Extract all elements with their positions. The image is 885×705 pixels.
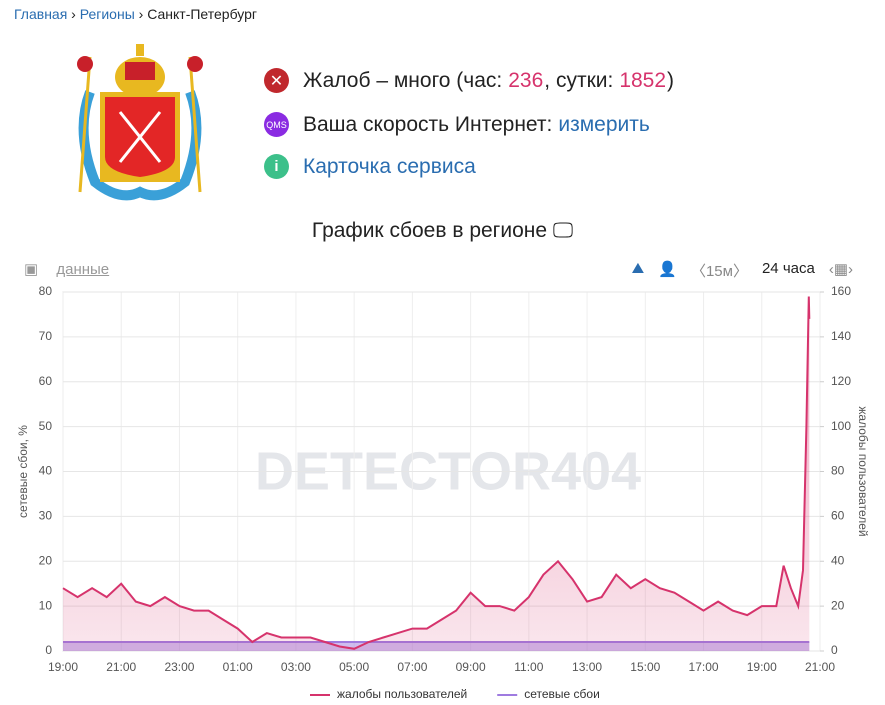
period-button[interactable]: 24 часа	[761, 260, 815, 277]
date-nav[interactable]: ‹▦›	[828, 261, 853, 278]
y-tick-label: 60	[39, 374, 53, 388]
y2-tick-label: 80	[831, 464, 845, 478]
y2-tick-label: 40	[831, 553, 845, 567]
x-tick-label: 15:00	[630, 660, 660, 674]
x-tick-label: 11:00	[514, 660, 543, 674]
status-text: Ваша скорость Интернет:	[303, 112, 553, 136]
x-tick-label: 03:00	[281, 660, 311, 674]
legend-label: сетевые сбои	[524, 687, 600, 701]
y-axis-title: сетевые сбои, %	[16, 425, 30, 518]
y-tick-label: 0	[45, 643, 52, 657]
card-status: i Карточка сервиса	[264, 154, 476, 179]
user-toggle[interactable]: 👤	[658, 261, 677, 278]
status-text: )	[667, 68, 675, 92]
status-text: Жалоб – много (час:	[303, 68, 503, 92]
crumb-link[interactable]: Регионы	[79, 6, 135, 22]
x-tick-label: 19:00	[747, 660, 777, 674]
y-tick-label: 50	[39, 419, 53, 433]
series-line	[62, 296, 811, 650]
y2-tick-label: 20	[831, 598, 845, 612]
y2-tick-label: 100	[831, 419, 851, 433]
y-tick-label: 40	[39, 464, 53, 478]
x-tick-label: 01:00	[223, 660, 253, 674]
x-tick-label: 21:00	[805, 660, 835, 674]
area-fill	[63, 296, 810, 651]
y2-tick-label: 60	[831, 509, 845, 523]
y2-tick-label: 160	[831, 284, 851, 298]
crumb-current: Санкт-Петербург	[147, 6, 258, 22]
y-tick-label: 70	[39, 329, 53, 343]
toolbar-left: ▣ данные	[24, 261, 110, 278]
y2-tick-label: 120	[831, 374, 851, 388]
y-tick-label: 20	[39, 553, 53, 567]
coat-of-arms	[77, 44, 203, 201]
data-link[interactable]: данные	[56, 261, 110, 278]
qms-icon: QMS	[264, 112, 289, 137]
y-tick-label: 10	[39, 598, 53, 612]
status-text: , сутки:	[544, 68, 614, 92]
error-icon: ✕	[264, 68, 289, 93]
y-tick-label: 80	[39, 284, 53, 298]
legend-label: жалобы пользователей	[337, 687, 467, 701]
speed-status: QMS Ваша скорость Интернет: измерить	[264, 112, 650, 137]
measure-link[interactable]: измерить	[558, 112, 650, 136]
interval-label: 15м	[705, 263, 733, 280]
plot	[62, 291, 821, 652]
x-tick-label: 19:00	[48, 660, 78, 674]
x-tick-label: 17:00	[689, 660, 719, 674]
x-tick-label: 13:00	[572, 660, 602, 674]
x-tick-label: 07:00	[397, 660, 427, 674]
y2-tick-label: 140	[831, 329, 851, 343]
interval-button[interactable]: 〈15м〉	[690, 263, 748, 280]
info-icon: i	[264, 154, 289, 179]
card-link[interactable]: Карточка сервиса	[303, 154, 476, 178]
x-tick-label: 05:00	[339, 660, 369, 674]
chart: DETECTOR404 19:00 21:00 23:00 01:00 03:00 05:…	[16, 284, 870, 701]
breadcrumb: Главная › Регионы › Санкт-Петербург	[14, 6, 258, 22]
chart-title-row: График сбоев в регионе 🖵	[311, 219, 574, 242]
complaints-status: ✕ Жалоб – много (час: 236, сутки: 1852)	[264, 68, 674, 93]
crumb-link[interactable]: Главная	[14, 6, 68, 22]
toolbar-right: ⛰ 👤 〈15м〉 24 часа ‹▦›	[632, 260, 853, 281]
x-tick-label: 21:00	[106, 660, 136, 674]
area-toggle[interactable]: ⛰	[631, 260, 645, 277]
day-count: 1852	[619, 68, 667, 92]
hour-count: 236	[508, 68, 544, 92]
y2-axis-title: жалобы пользователей	[856, 406, 870, 536]
y2-tick-label: 0	[831, 643, 838, 657]
x-tick-label: 09:00	[456, 660, 486, 674]
chart-title: График сбоев в регионе	[311, 219, 548, 242]
x-tick-label: 23:00	[164, 660, 194, 674]
y-tick-label: 30	[39, 509, 53, 523]
